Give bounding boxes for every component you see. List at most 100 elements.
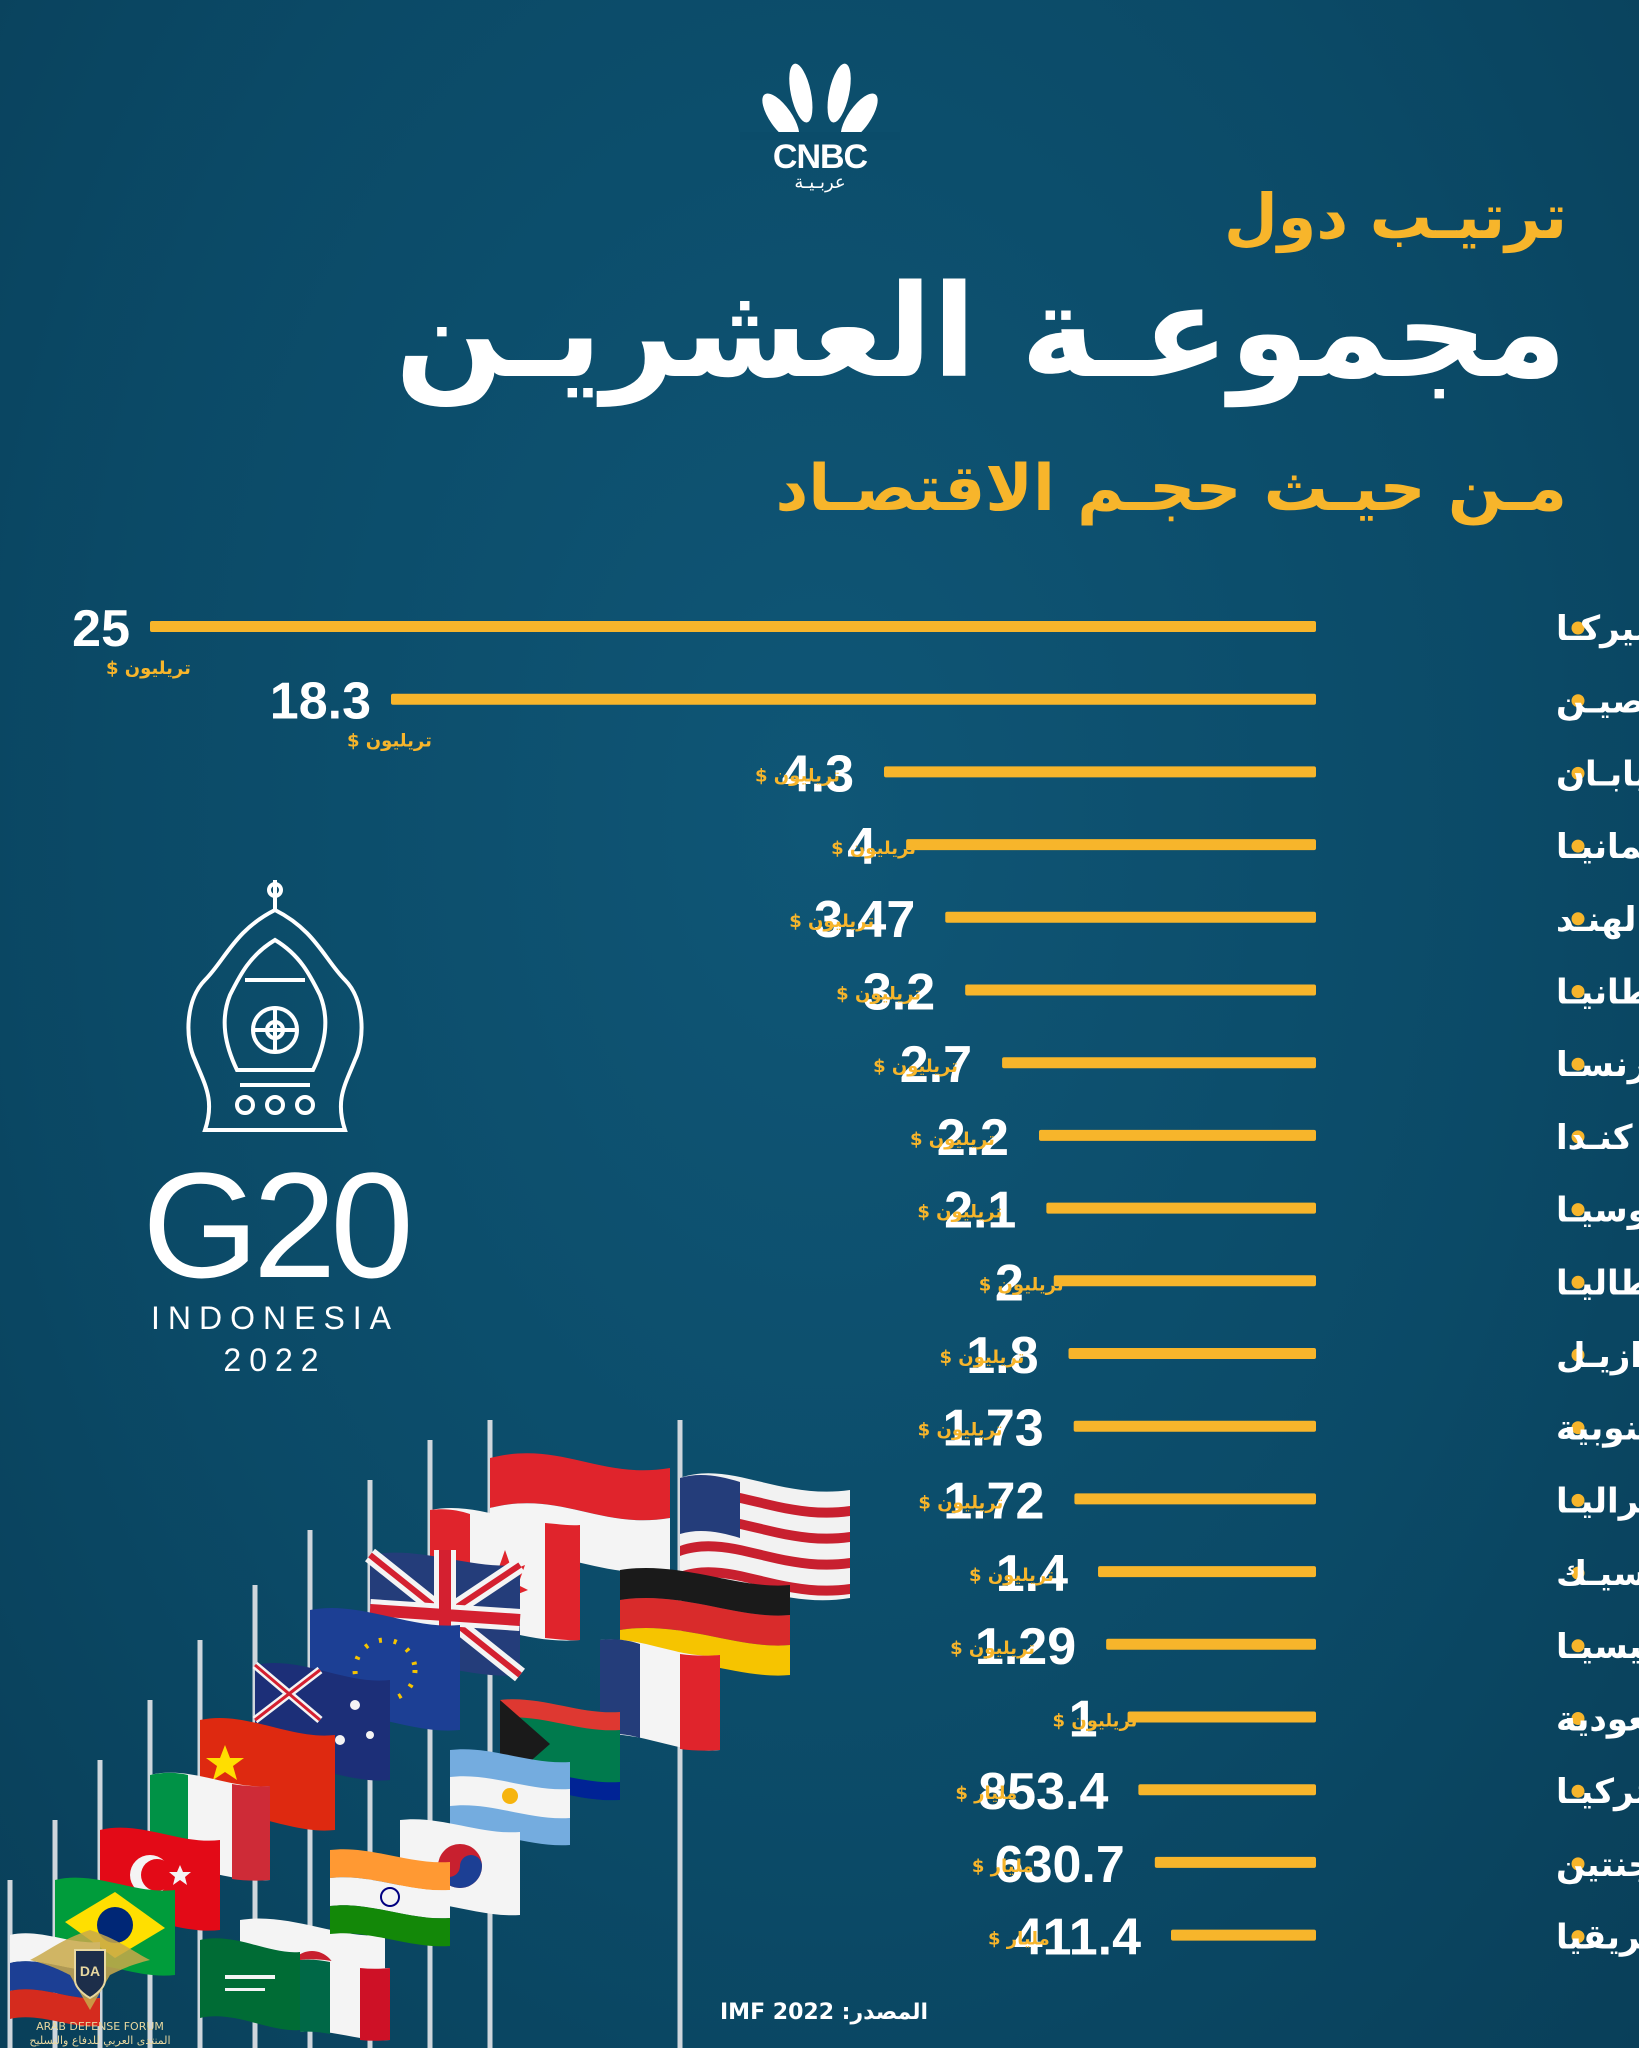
unit-label: تريليون $	[106, 658, 191, 679]
value-label: 630.7	[995, 1836, 1125, 1894]
bar	[965, 984, 1316, 996]
country-label: اندونيسيـا	[1556, 1627, 1639, 1667]
bullet-dot	[1571, 1712, 1585, 1725]
bullet-dot	[1571, 1348, 1585, 1362]
bullet-dot	[1571, 912, 1585, 926]
unit-label: مليار $	[972, 1856, 1034, 1877]
bar	[1002, 1057, 1316, 1069]
g20-country: INDONESIA	[150, 1300, 400, 1336]
g20-flags-illustration	[7, 1420, 850, 2048]
shield-icon: DA	[30, 1930, 150, 2010]
batik-ornament-icon	[186, 880, 364, 1132]
country-label: استراليـا	[1556, 1481, 1639, 1521]
country-label: جنوب أفريقيا	[1556, 1915, 1639, 1958]
value-label: 1.72	[943, 1472, 1044, 1530]
svg-text:DA: DA	[80, 1963, 100, 1979]
unit-label: تريليون $	[950, 1638, 1035, 1659]
bar	[1127, 1711, 1316, 1723]
bar	[1046, 1202, 1316, 1214]
logo-subtitle: عربـيـة	[794, 172, 846, 193]
forum-watermark: DA ARAB DEFENSE FORUM المنتدى العربي للد…	[20, 1920, 171, 2048]
value-label: 3.2	[863, 964, 935, 1022]
bar	[1171, 1929, 1316, 1941]
flag-usa	[680, 1473, 850, 1601]
unit-label: تريليون $	[910, 1129, 995, 1150]
watermark-text-en: ARAB DEFENSE FORUM	[36, 2020, 164, 2033]
unit-label: مليار $	[988, 1929, 1050, 1950]
title-line-1: ترتيـب دول	[1224, 180, 1567, 253]
value-label: 1.8	[966, 1327, 1038, 1385]
unit-label: تريليون $	[917, 1202, 1002, 1223]
country-label: الأرجنتين	[1556, 1843, 1639, 1885]
unit-label: تريليون $	[831, 838, 916, 859]
bar	[884, 766, 1316, 778]
value-label: 18.3	[270, 673, 371, 731]
bar	[906, 839, 1316, 851]
value-label: 853.4	[978, 1763, 1108, 1821]
bar	[945, 911, 1316, 923]
value-label: 4	[847, 818, 876, 876]
unit-label: تريليون $	[940, 1347, 1025, 1368]
unit-label: تريليون $	[918, 1420, 1003, 1441]
country-label: تركيـا	[1556, 1772, 1639, 1812]
country-label: اليابـان	[1556, 754, 1639, 794]
unit-label: تريليون $	[755, 765, 840, 786]
value-label: 4.3	[782, 745, 854, 803]
bullet-dot	[1571, 1130, 1585, 1144]
cnbc-logo: CNBC عربـيـة	[740, 60, 900, 200]
logo-wordmark: CNBC	[772, 138, 868, 176]
flag-saudi-arabia	[200, 1938, 300, 2031]
flag-argentina	[450, 1749, 570, 1846]
bar	[1074, 1493, 1316, 1505]
bullet-dot	[1571, 621, 1585, 635]
country-label: البرازيـل	[1556, 1336, 1639, 1376]
page-title: مجموعـة العشريـن	[395, 258, 1567, 407]
bullet-dot	[1571, 1057, 1585, 1071]
unit-label: تريليون $	[969, 1565, 1054, 1586]
value-label: 1.4	[996, 1545, 1068, 1603]
peacock-icon	[740, 63, 900, 140]
country-label: روسيـا	[1556, 1191, 1639, 1231]
unit-label: تريليون $	[918, 1492, 1003, 1513]
unit-label: مليار $	[955, 1783, 1017, 1804]
value-label: 1	[1069, 1691, 1098, 1749]
value-label: 411.4	[1014, 1909, 1141, 1967]
bar	[1038, 1129, 1316, 1141]
country-label: بريطانيـا	[1556, 973, 1639, 1013]
title-line-3: مـن حيـث حجـم الاقتصـاد	[775, 452, 1567, 526]
bullet-dot	[1571, 1203, 1585, 1217]
unit-label: تريليون $	[836, 984, 921, 1005]
bar	[1053, 1275, 1316, 1287]
country-label: كنـدا	[1556, 1118, 1633, 1158]
country-label: الصيـن	[1556, 682, 1639, 722]
bar	[1073, 1420, 1316, 1432]
bullet-dot	[1571, 766, 1585, 780]
unit-label: تريليون $	[979, 1274, 1064, 1295]
unit-label: تريليون $	[789, 911, 874, 932]
flag-germany	[620, 1567, 790, 1676]
country-label: أميركـا	[1556, 606, 1639, 649]
country-label: المكسيـك	[1556, 1554, 1639, 1594]
bullet-dot	[1571, 839, 1585, 853]
unit-label: تريليون $	[1053, 1711, 1138, 1732]
country-label: السعودية	[1556, 1700, 1639, 1740]
country-label: الهنـد	[1556, 900, 1639, 940]
g20-emblem: G20 INDONESIA 2022	[125, 870, 425, 1378]
g20-year: 2022	[223, 1342, 327, 1378]
bar	[1154, 1856, 1316, 1868]
unit-label: تريليون $	[347, 731, 432, 752]
bar	[1106, 1638, 1316, 1650]
bar	[150, 621, 1316, 632]
flag-france	[600, 1639, 720, 1751]
bullet-dot	[1571, 1639, 1585, 1653]
bar	[1068, 1348, 1316, 1359]
bullet-dot	[1571, 1421, 1585, 1435]
unit-label: تريليون $	[873, 1056, 958, 1077]
value-label: 1.29	[975, 1618, 1076, 1676]
flag-mexico	[300, 1959, 390, 2041]
country-label: المانيـا	[1556, 827, 1639, 867]
bullet-dot	[1571, 1784, 1585, 1798]
value-label: 3.47	[814, 891, 915, 949]
country-label: إيطاليـا	[1556, 1263, 1639, 1303]
